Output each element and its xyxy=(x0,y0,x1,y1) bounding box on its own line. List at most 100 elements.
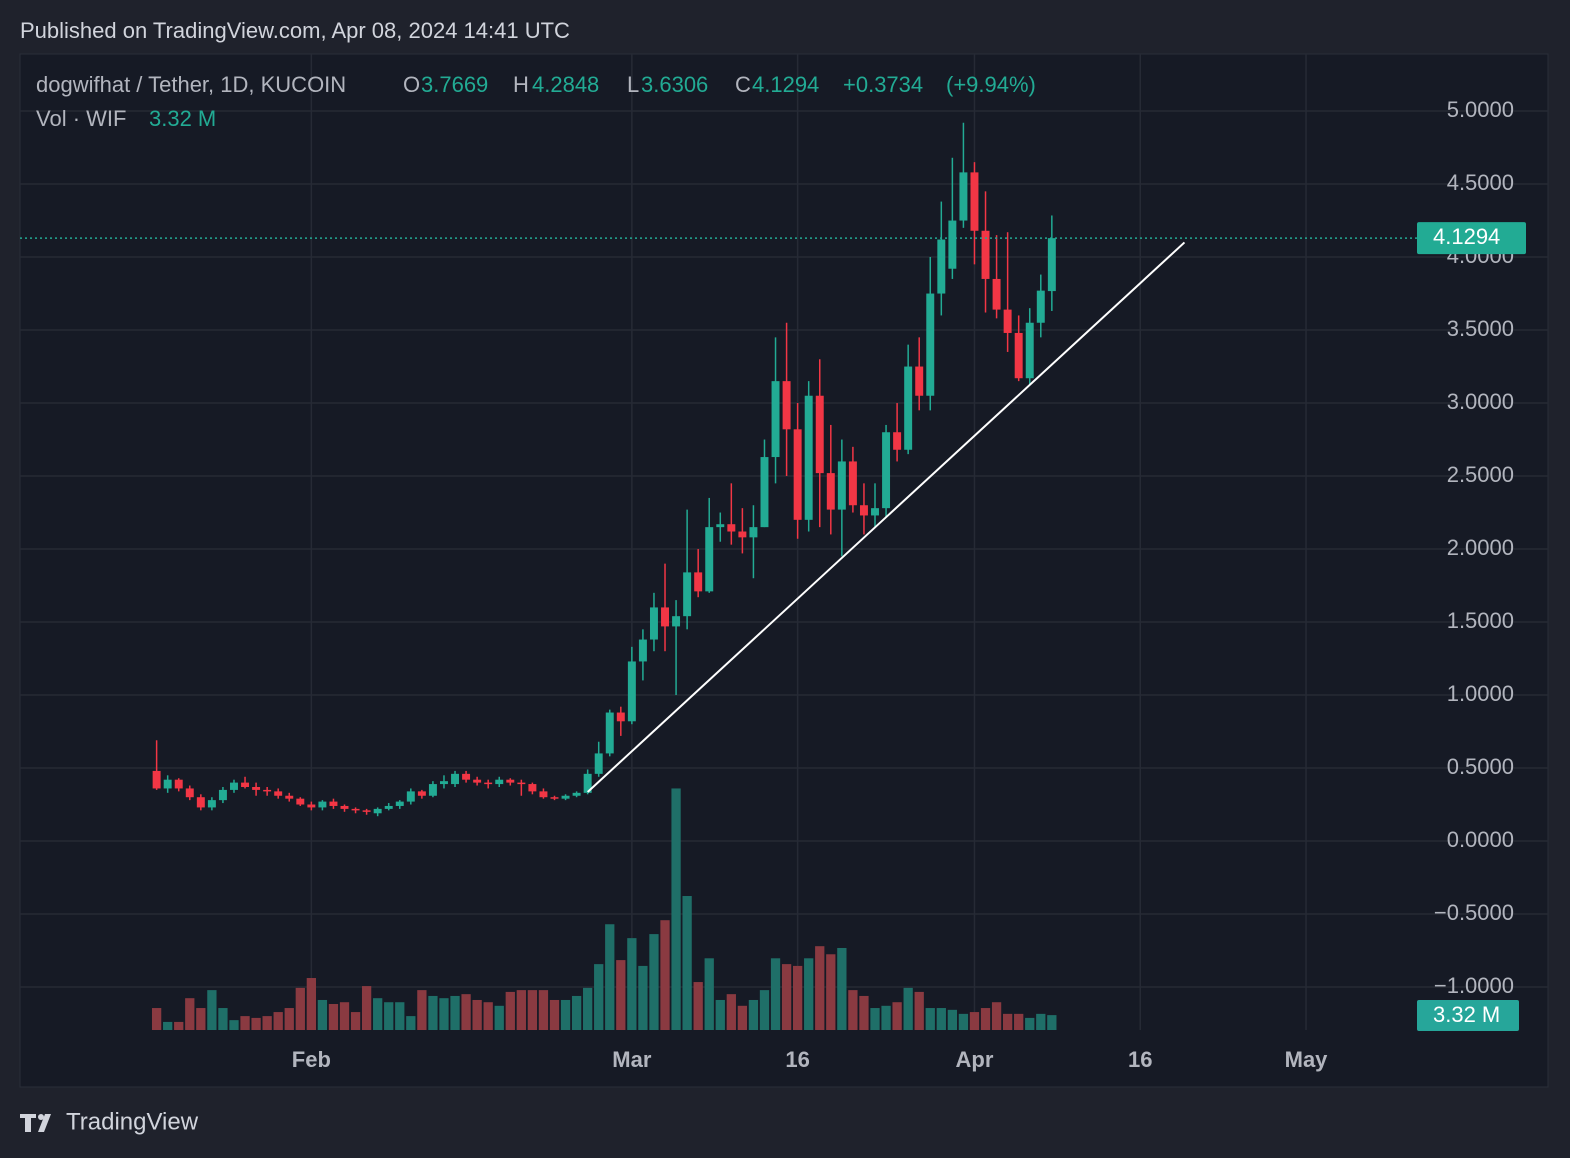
volume-bar xyxy=(1047,1015,1057,1030)
volume-bar xyxy=(151,1008,162,1030)
y-tick-label: 0.5000 xyxy=(1447,754,1514,779)
y-tick-label: 3.5000 xyxy=(1447,316,1514,341)
volume-bar xyxy=(980,1008,991,1030)
x-tick-label: May xyxy=(1285,1047,1329,1072)
volume-bar xyxy=(262,1016,272,1030)
y-tick-label: 5.0000 xyxy=(1447,97,1514,122)
volume-bar xyxy=(163,1021,173,1030)
volume-bar xyxy=(881,1005,891,1030)
volume-bar xyxy=(914,991,924,1030)
volume-bar xyxy=(936,1008,946,1030)
candle-body xyxy=(462,773,471,780)
volume-bar xyxy=(384,1002,394,1030)
ohlc-label: C xyxy=(735,72,751,97)
volume-bar xyxy=(472,999,482,1030)
candle-body xyxy=(937,239,946,294)
volume-bar xyxy=(240,1016,250,1030)
candle-body xyxy=(296,798,305,805)
candle-body xyxy=(638,639,647,662)
candle-body xyxy=(362,810,371,812)
candle-body xyxy=(1047,238,1056,292)
candle-body xyxy=(1036,290,1045,323)
ohlc-label: L xyxy=(627,72,639,97)
candle-body xyxy=(451,773,460,785)
volume-bar xyxy=(638,965,648,1030)
volume-bar xyxy=(483,1002,493,1030)
volume-bar xyxy=(207,990,217,1030)
candle-body xyxy=(683,572,692,617)
candle-body xyxy=(627,661,636,722)
volume-bar xyxy=(560,999,571,1030)
candle-body xyxy=(1025,322,1034,379)
volume-bar xyxy=(339,1002,350,1030)
candle-body xyxy=(616,712,625,722)
x-tick-label: 16 xyxy=(785,1047,809,1072)
candle-body xyxy=(517,782,526,785)
candle-body xyxy=(826,473,835,510)
volume-bar xyxy=(770,958,781,1030)
candle-body xyxy=(959,172,968,221)
volume-bar xyxy=(273,1012,283,1030)
y-tick-label: 2.0000 xyxy=(1447,535,1514,560)
candle-body xyxy=(351,808,360,811)
candle-body xyxy=(196,797,205,808)
volume-bar xyxy=(759,990,770,1030)
volume-bar xyxy=(571,995,582,1030)
volume-value: 3.32 M xyxy=(149,106,216,131)
volume-bar xyxy=(903,987,913,1030)
last-price-badge xyxy=(1417,222,1526,255)
candle-body xyxy=(970,172,979,231)
ohlc-value: 4.1294 xyxy=(752,72,819,97)
y-tick-label: 2.5000 xyxy=(1447,462,1514,487)
candle-body xyxy=(495,779,504,785)
candle-body xyxy=(550,797,559,799)
volume-bar xyxy=(306,978,316,1030)
candle-body xyxy=(782,381,791,430)
candle-body xyxy=(185,788,194,798)
volume-bar xyxy=(538,990,549,1030)
candle-body xyxy=(661,607,669,627)
candle-body xyxy=(915,366,924,396)
candle-body xyxy=(672,616,681,627)
volume-bar xyxy=(671,788,681,1030)
published-note: Published on TradingView.com, Apr 08, 20… xyxy=(20,18,570,43)
volume-bar xyxy=(1002,1013,1013,1030)
candle-body xyxy=(285,795,294,799)
candle-body xyxy=(406,791,415,802)
candle-body xyxy=(428,784,437,796)
volume-bar xyxy=(461,994,471,1030)
brand-logo xyxy=(20,1114,51,1132)
ohlc-value: 3.6306 xyxy=(641,72,708,97)
last-price-label: 4.1294 xyxy=(1433,224,1500,249)
candle-body xyxy=(539,791,548,798)
x-tick-label: Mar xyxy=(612,1047,652,1072)
volume-bar xyxy=(792,965,803,1030)
candle-body xyxy=(815,395,824,474)
volume-bar xyxy=(781,964,792,1030)
volume-bar xyxy=(594,964,604,1030)
x-tick-label: 16 xyxy=(1128,1047,1152,1072)
volume-bar xyxy=(958,1013,969,1030)
x-tick-label: Apr xyxy=(956,1047,994,1072)
candle-body xyxy=(318,801,327,808)
candle-body xyxy=(837,461,846,510)
candle-body xyxy=(694,572,703,592)
volume-bar xyxy=(218,1008,228,1030)
volume-bar xyxy=(870,1008,880,1030)
candle-body xyxy=(373,808,382,814)
candle-body xyxy=(992,278,1001,310)
y-tick-label: 4.5000 xyxy=(1447,170,1514,195)
volume-bar xyxy=(185,998,195,1030)
price-change-percent: (+9.94%) xyxy=(946,72,1036,97)
y-tick-label: 1.0000 xyxy=(1447,681,1514,706)
candle-body xyxy=(174,779,183,789)
candle-body xyxy=(705,527,714,592)
y-tick-label: 1.5000 xyxy=(1447,608,1514,633)
volume-badge-label: 3.32 M xyxy=(1433,1002,1500,1027)
volume-bar xyxy=(284,1008,294,1030)
candle-body xyxy=(561,795,570,799)
volume-bar xyxy=(892,1002,902,1030)
candle-body xyxy=(274,791,283,796)
candle-body xyxy=(218,789,227,801)
volume-bar xyxy=(837,947,847,1030)
